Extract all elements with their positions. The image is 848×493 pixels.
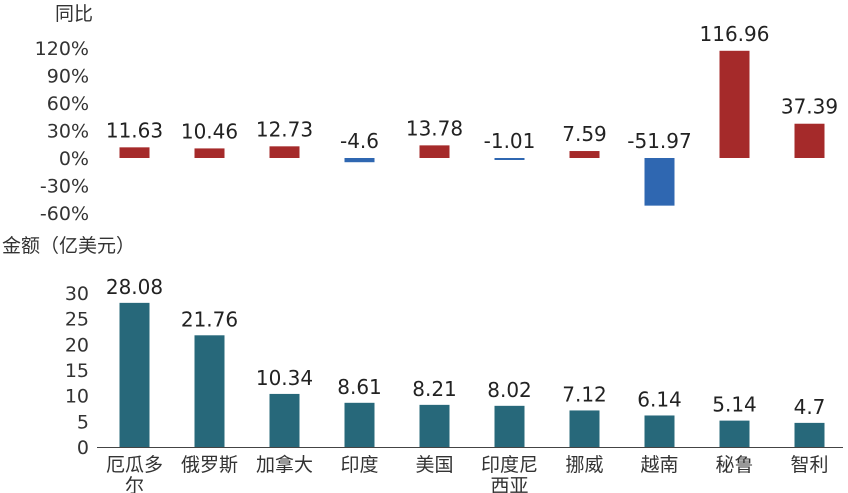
top-bar: [719, 50, 750, 158]
bottom-bar: [569, 410, 600, 447]
bottom-bar: [194, 335, 225, 447]
top-bar: [419, 145, 450, 158]
bottom-data-label: 10.34: [256, 366, 313, 390]
category-label: 印度: [340, 454, 378, 476]
bottom-y-tick-label: 30: [65, 283, 89, 305]
top-y-tick-label: -30%: [40, 176, 89, 198]
bottom-y-tick-label: 25: [65, 309, 89, 331]
top-bar: [794, 123, 825, 158]
bottom-data-labels: 28.08 21.76 10.34 8.61 8.21 8.02 7.12 6.14 5.14 4…: [106, 275, 826, 419]
bottom-bar: [494, 405, 525, 447]
bottom-bar: [119, 302, 150, 447]
bottom-data-label: 5.14: [712, 393, 757, 417]
top-data-label: -1.01: [484, 129, 536, 153]
bottom-bar: [719, 420, 750, 447]
top-data-label: 37.39: [781, 95, 838, 119]
bottom-data-label: 8.02: [487, 378, 532, 402]
bottom-y-tick-label: 10: [65, 386, 89, 408]
bottom-bar: [344, 402, 375, 447]
top-axis-title: 同比: [55, 3, 93, 25]
top-y-tick-label: 90%: [47, 66, 89, 88]
top-y-tick-label: 60%: [47, 93, 89, 115]
bottom-y-tick-label: 15: [65, 360, 89, 382]
bottom-y-tick-label: 20: [65, 334, 89, 356]
bottom-y-axis: 30 25 20 15 10 5 0: [65, 283, 89, 459]
top-data-label: 10.46: [181, 119, 238, 143]
bottom-bar: [794, 422, 825, 447]
top-y-tick-label: 0%: [59, 148, 89, 170]
top-data-label: 7.59: [562, 122, 607, 146]
top-data-label: -51.97: [627, 129, 691, 153]
bottom-bar: [269, 393, 300, 447]
bottom-data-label: 7.12: [562, 382, 607, 406]
bottom-data-label: 8.61: [337, 375, 382, 399]
top-data-label: 12.73: [256, 117, 313, 141]
top-bars: [119, 50, 825, 206]
top-bar: [494, 158, 525, 160]
top-bar: [644, 158, 675, 206]
bottom-data-label: 28.08: [106, 275, 163, 299]
bottom-y-tick-label: 0: [77, 437, 89, 459]
top-y-tick-label: 30%: [47, 121, 89, 143]
category-label: 加拿大: [256, 453, 313, 476]
top-bar: [269, 146, 300, 158]
bottom-data-label: 8.21: [412, 377, 457, 401]
category-label: 厄瓜多尔: [106, 454, 163, 493]
category-label: 俄罗斯: [181, 454, 238, 476]
top-bar: [569, 151, 600, 158]
top-data-labels: 11.63 10.46 12.73 -4.6 13.78 -1.01 7.59 -51.97 1…: [106, 22, 838, 153]
bottom-bars: [119, 302, 825, 447]
top-data-label: -4.6: [340, 129, 379, 153]
bottom-bar: [419, 404, 450, 447]
top-y-axis: 120% 90% 60% 30% 0% -30% -60%: [35, 38, 89, 225]
top-bar: [344, 158, 375, 163]
bottom-data-label: 21.76: [181, 307, 238, 331]
category-label: 美国: [415, 454, 453, 476]
category-label: 挪威: [565, 454, 603, 476]
top-data-label: 116.96: [700, 22, 770, 46]
bottom-data-label: 4.7: [794, 395, 826, 419]
top-data-label: 13.78: [406, 116, 463, 140]
category-label: 秘鲁: [715, 454, 753, 476]
top-y-tick-label: -60%: [40, 203, 89, 225]
top-bar: [119, 147, 150, 158]
category-label: 印度尼西亚: [481, 454, 538, 493]
bottom-data-label: 6.14: [637, 387, 682, 411]
top-bar: [194, 148, 225, 158]
bottom-bar: [644, 415, 675, 447]
bottom-axis-title: 金额（亿美元）: [2, 235, 135, 257]
category-label: 越南: [640, 454, 678, 476]
top-data-label: 11.63: [106, 118, 163, 142]
bottom-y-tick-label: 5: [77, 411, 89, 433]
top-y-tick-label: 120%: [35, 38, 89, 60]
category-label: 智利: [790, 454, 828, 476]
